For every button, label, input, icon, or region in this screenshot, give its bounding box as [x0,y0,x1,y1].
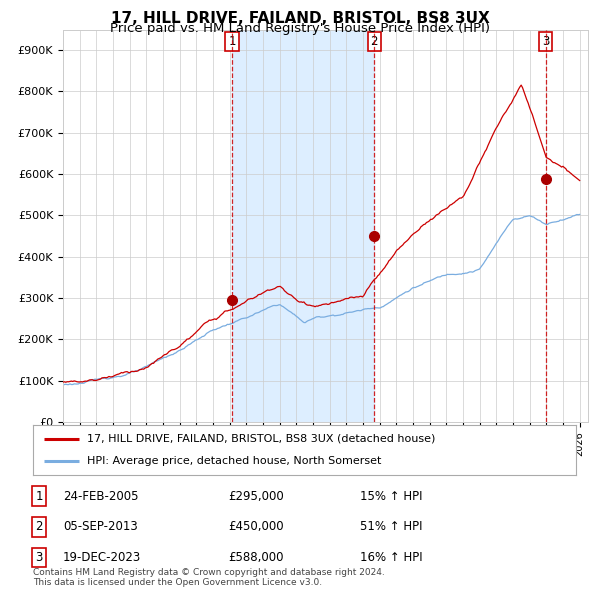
Text: Price paid vs. HM Land Registry's House Price Index (HPI): Price paid vs. HM Land Registry's House … [110,22,490,35]
Text: 1: 1 [35,490,43,503]
Text: 17, HILL DRIVE, FAILAND, BRISTOL, BS8 3UX (detached house): 17, HILL DRIVE, FAILAND, BRISTOL, BS8 3U… [88,434,436,444]
Text: 17, HILL DRIVE, FAILAND, BRISTOL, BS8 3UX: 17, HILL DRIVE, FAILAND, BRISTOL, BS8 3U… [110,11,490,25]
Text: 2: 2 [371,35,378,48]
Text: £588,000: £588,000 [228,551,284,564]
Text: 3: 3 [35,551,43,564]
Text: 2: 2 [35,520,43,533]
Text: £295,000: £295,000 [228,490,284,503]
Text: HPI: Average price, detached house, North Somerset: HPI: Average price, detached house, Nort… [88,456,382,466]
Text: 51% ↑ HPI: 51% ↑ HPI [360,520,422,533]
Bar [232,30,374,422]
Text: 16% ↑ HPI: 16% ↑ HPI [360,551,422,564]
Text: Contains HM Land Registry data © Crown copyright and database right 2024.
This d: Contains HM Land Registry data © Crown c… [33,568,385,587]
Text: 24-FEB-2005: 24-FEB-2005 [63,490,139,503]
Text: 3: 3 [542,35,550,48]
Text: 19-DEC-2023: 19-DEC-2023 [63,551,141,564]
Text: 1: 1 [228,35,236,48]
Text: 05-SEP-2013: 05-SEP-2013 [63,520,138,533]
Text: 15% ↑ HPI: 15% ↑ HPI [360,490,422,503]
Text: £450,000: £450,000 [228,520,284,533]
